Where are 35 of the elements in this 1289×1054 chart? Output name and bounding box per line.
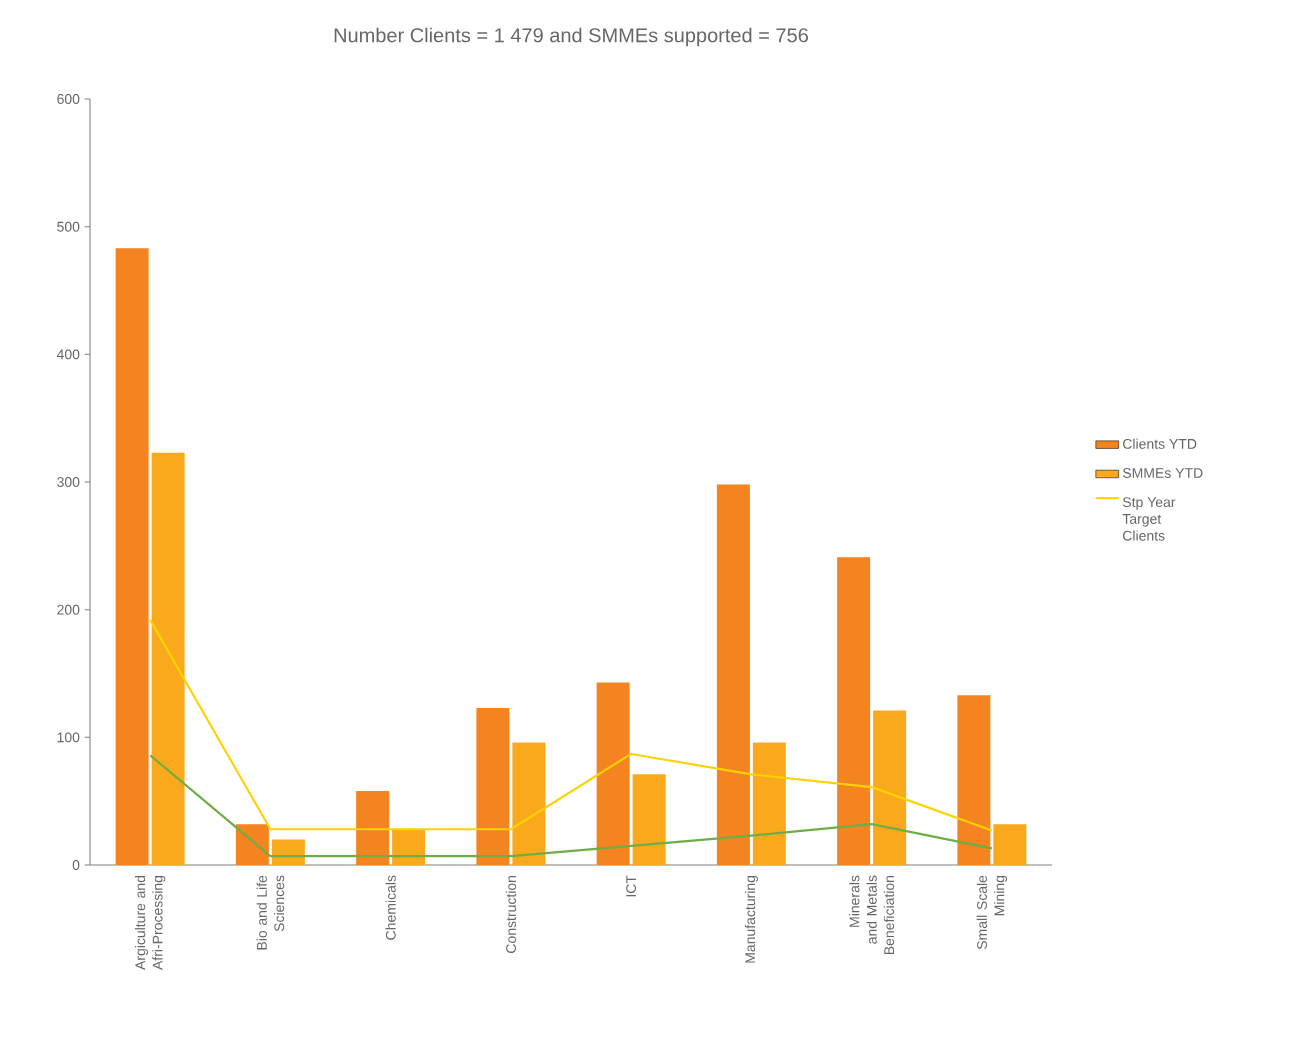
y-tick-label: 500 [57,221,80,232]
y-tick-label: 0 [72,860,80,870]
chart-title: Number Clients = 1 479 and SMMEs supported = 756 [334,27,808,47]
y-tick-label: 300 [57,477,80,487]
y-tick-label: 400 [56,349,80,360]
x-tick-label: Small Scale Mining [976,875,1008,950]
y-tick-label: 100 [57,732,80,743]
bar [151,452,185,865]
bar [476,707,510,865]
bar [957,695,991,865]
x-tick-label: Argiculture and Afri-Processing [134,875,166,970]
x-tick-label: Manufacturing [744,875,758,963]
x-tick-label: Chemicals [385,875,396,940]
bar [993,824,1027,865]
x-tick-label: ICT [626,875,637,897]
bar [115,248,149,865]
x-tick-label: Minerals and Metals Beneficiation [849,875,895,955]
bar [271,839,305,865]
bar [512,742,546,865]
bar [596,682,630,865]
bar [873,710,907,865]
x-tick-label: Bio and Life Sciences [256,875,285,950]
bar [632,774,666,865]
legend-label: Stp Year Target Clients [1122,497,1176,541]
bar [235,824,269,865]
y-tick-label: 600 [57,94,80,104]
legend-label: SMMEs YTD [1122,468,1203,478]
bar [716,484,750,865]
bar [837,557,871,865]
y-tick-label: 200 [57,604,80,615]
bar [356,790,390,865]
bar [392,829,426,865]
legend-label: Clients YTD [1123,438,1197,449]
x-tick-label: Construction [505,875,517,953]
bar [752,742,786,865]
